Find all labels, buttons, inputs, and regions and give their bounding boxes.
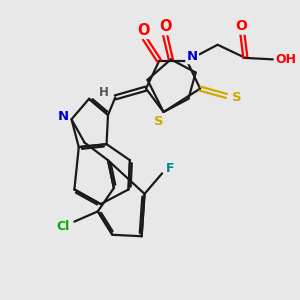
Text: O: O [235,19,247,33]
Text: OH: OH [275,53,296,66]
Text: H: H [99,85,109,99]
Text: N: N [58,110,69,123]
Text: S: S [232,91,242,104]
Text: O: O [137,22,149,38]
Text: N: N [187,50,198,63]
Text: F: F [166,162,175,175]
Text: O: O [159,19,171,34]
Text: S: S [154,115,164,128]
Text: Cl: Cl [56,220,69,233]
